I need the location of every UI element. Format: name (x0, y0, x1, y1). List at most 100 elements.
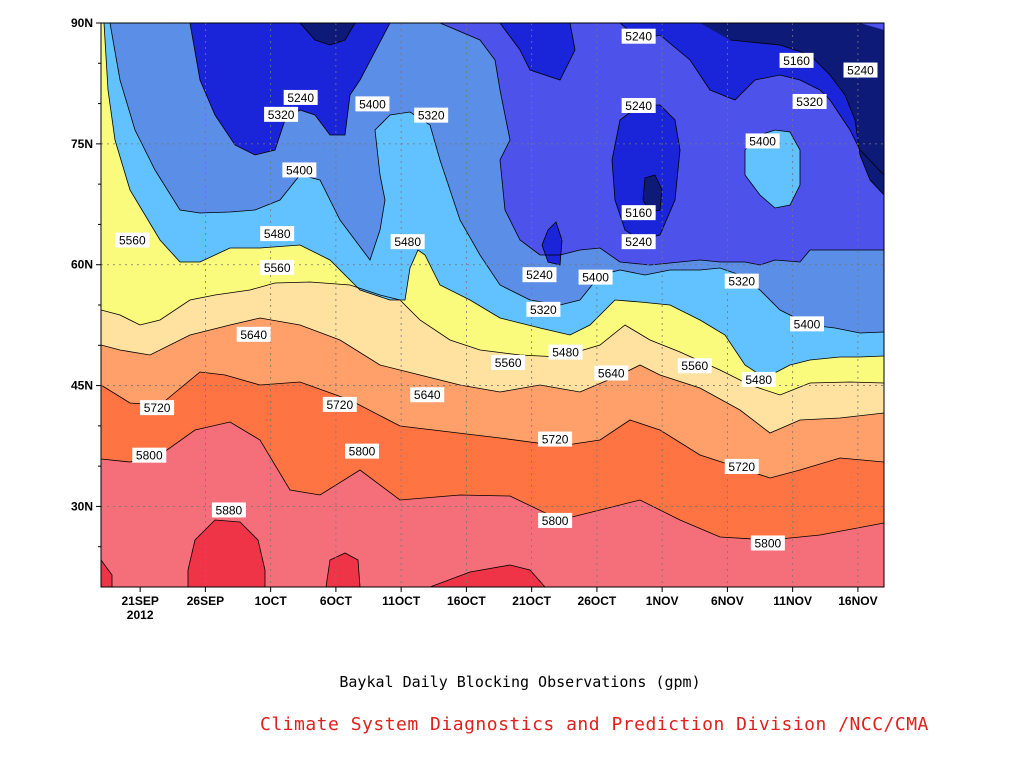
contour-label-bg (522, 267, 557, 283)
contour-label: 5320 (530, 303, 557, 317)
x-tick-label: 26SEP (187, 594, 224, 608)
contour-label: 5400 (794, 317, 821, 331)
x-tick-label: 11NOV (773, 594, 812, 608)
contour-label: 5400 (749, 134, 776, 148)
contour-label-bg (410, 387, 445, 403)
contour-label: 5320 (418, 109, 445, 123)
x-tick-label: 16OCT (447, 594, 486, 608)
x-axis: 21SEP 26SEP 1OCT 6OCT 11OCT 16OCT 21OCT 26OCT 1N… (121, 587, 878, 622)
contour-label: 5480 (552, 346, 579, 360)
fill-below-5160-c (643, 175, 662, 212)
contour-label: 5720 (728, 460, 755, 474)
contour-label: 5480 (394, 235, 421, 249)
x-tick-label: 16NOV (838, 594, 877, 608)
contour-label-bg (236, 326, 271, 342)
contour-label-bg (538, 512, 573, 528)
y-tick-label: 30N (71, 499, 93, 513)
fill-5880-plus-c (430, 565, 545, 587)
contour-label: 5640 (598, 366, 625, 380)
contour-label-bg (741, 371, 776, 387)
contour-label-bg (264, 106, 299, 122)
x-tick-label: 26OCT (578, 594, 617, 608)
contour-label: 5720 (144, 401, 171, 415)
y-tick-label: 60N (71, 258, 93, 272)
contour-label-bg (677, 358, 712, 374)
fill-5880-plus-d (101, 560, 112, 587)
contour-label: 5720 (542, 433, 569, 447)
contour-label: 5400 (286, 163, 313, 177)
y-tick-label: 75N (71, 137, 93, 151)
contour-label: 5880 (216, 503, 243, 517)
fill-5160-5240 (190, 23, 390, 155)
x-tick-label: 6OCT (320, 594, 353, 608)
contour-label: 5800 (542, 514, 569, 528)
contour-label-bg (355, 96, 390, 112)
contour-label-bg (538, 431, 573, 447)
contour-label-bg (260, 259, 295, 275)
fill-5160-5240-b (500, 23, 575, 80)
contour-label-bg (414, 107, 449, 123)
contour-label: 5400 (582, 271, 609, 285)
contour-label: 5560 (264, 261, 291, 275)
contour-label: 5240 (625, 30, 652, 44)
contour-label-bg (790, 316, 825, 332)
contour-label: 5320 (268, 108, 295, 122)
contour-label: 5560 (119, 234, 146, 248)
contour-labels: 5240 5160 5240 5240 5320 5400 5320 5240 5320 5400… (115, 28, 878, 551)
contour-label: 5320 (796, 95, 823, 109)
contour-field (101, 23, 884, 587)
contour-label: 5640 (240, 328, 267, 342)
contour-label-bg (140, 400, 175, 416)
contour-label-bg (322, 396, 357, 412)
x-tick-label: 11OCT (382, 594, 421, 608)
contour-label-bg (390, 234, 425, 250)
credit-line: Climate System Diagnostics and Predictio… (260, 714, 929, 735)
fill-5400-island (745, 130, 800, 208)
fill-5880-plus-a (188, 520, 265, 587)
contour-label-bg (779, 52, 814, 68)
contour-label-bg (745, 133, 780, 149)
x-year-label: 2012 (127, 608, 154, 622)
contour-label-bg (115, 232, 150, 248)
contour-label-bg (621, 28, 656, 44)
contour-label: 5240 (526, 268, 553, 282)
contour-label-bg (594, 365, 629, 381)
x-tick-label: 1NOV (646, 594, 679, 608)
contour-label-bg (282, 162, 317, 178)
x-tick-label: 21SEP (121, 594, 158, 608)
contour-label-bg (750, 535, 785, 551)
contour-label-bg (345, 443, 379, 459)
x-tick-label: 1OCT (255, 594, 288, 608)
contour-label: 5640 (414, 388, 441, 402)
contour-label-bg (724, 273, 759, 289)
contour-label-bg (132, 447, 167, 463)
contour-label: 5160 (783, 54, 810, 68)
contour-label-bg (283, 89, 318, 105)
contour-label: 5480 (264, 227, 291, 241)
contour-label-bg (526, 301, 561, 317)
contour-label-bg (211, 502, 246, 518)
contour-label: 5240 (847, 64, 874, 78)
contour-label: 5240 (625, 99, 652, 113)
contour-label: 5320 (728, 275, 755, 289)
y-axis: 30N 45N 60N 75N 90N (71, 16, 101, 548)
x-tick-label: 21OCT (512, 594, 551, 608)
contour-label: 5800 (136, 449, 163, 463)
contour-label-bg (792, 93, 827, 109)
contour-label-bg (621, 234, 656, 250)
contour-label-bg (621, 97, 656, 113)
contour-label-bg (491, 355, 526, 371)
contour-label: 5720 (326, 398, 353, 412)
contour-label: 5160 (625, 206, 652, 220)
contour-label: 5800 (349, 445, 376, 459)
contour-label-bg (578, 269, 613, 285)
y-tick-label: 90N (71, 16, 93, 30)
contour-label: 5240 (287, 91, 314, 105)
fill-5880-plus-b (326, 553, 360, 587)
fill-below-5160 (300, 23, 355, 45)
contour-label: 5480 (745, 373, 772, 387)
fill-below-5160-b (700, 23, 884, 195)
x-tick-label: 6NOV (711, 594, 744, 608)
chart-title: Baykal Daily Blocking Observations (gpm) (339, 673, 701, 691)
